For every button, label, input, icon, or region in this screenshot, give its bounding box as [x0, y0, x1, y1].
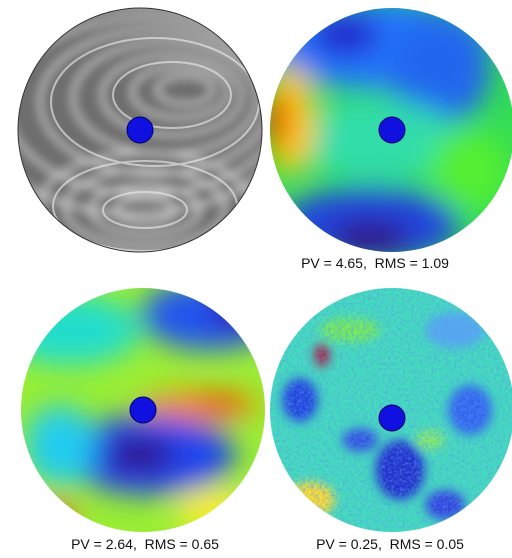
obscuration — [379, 405, 405, 431]
caption: PV = 0.25, RMS = 0.05 — [316, 536, 464, 552]
figure: PV = 4.65, RMS = 1.09 PV = 2.64, RMS = 0… — [0, 0, 512, 558]
caption: PV = 2.64, RMS = 0.65 — [71, 536, 219, 552]
obscuration — [127, 117, 153, 143]
obscuration — [379, 117, 405, 143]
caption: PV = 4.65, RMS = 1.09 — [301, 255, 449, 271]
obscuration — [130, 397, 156, 423]
